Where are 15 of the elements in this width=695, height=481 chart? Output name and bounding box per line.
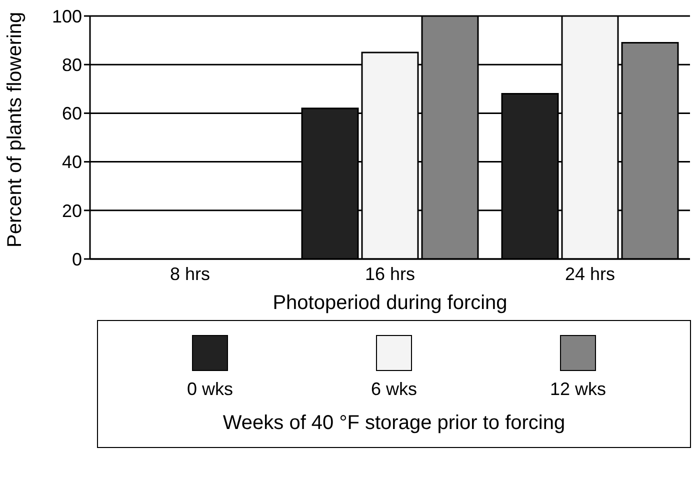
x-tick-label: 24 hrs	[564, 264, 616, 284]
x-axis-title: Photoperiod during forcing	[272, 292, 508, 314]
y-tick-label: 40	[62, 152, 82, 172]
x-tick-label: 8 hrs	[170, 264, 210, 284]
legend-label: 0 wks	[186, 379, 233, 400]
y-tick-label: 60	[62, 104, 82, 124]
legend-title: Weeks of 40 °F storage prior to forcing	[222, 412, 566, 435]
y-tick-label: 0	[72, 249, 82, 270]
x-tick-label: 16 hrs	[364, 264, 416, 284]
y-tick-label: 80	[62, 54, 82, 75]
legend-label: 12 wks	[550, 379, 606, 400]
y-axis-title: Percent of plants flowering	[4, 12, 26, 248]
legend-label: 6 wks	[370, 379, 417, 400]
y-tick-label: 100	[52, 6, 82, 26]
y-tick-label: 20	[62, 200, 82, 221]
